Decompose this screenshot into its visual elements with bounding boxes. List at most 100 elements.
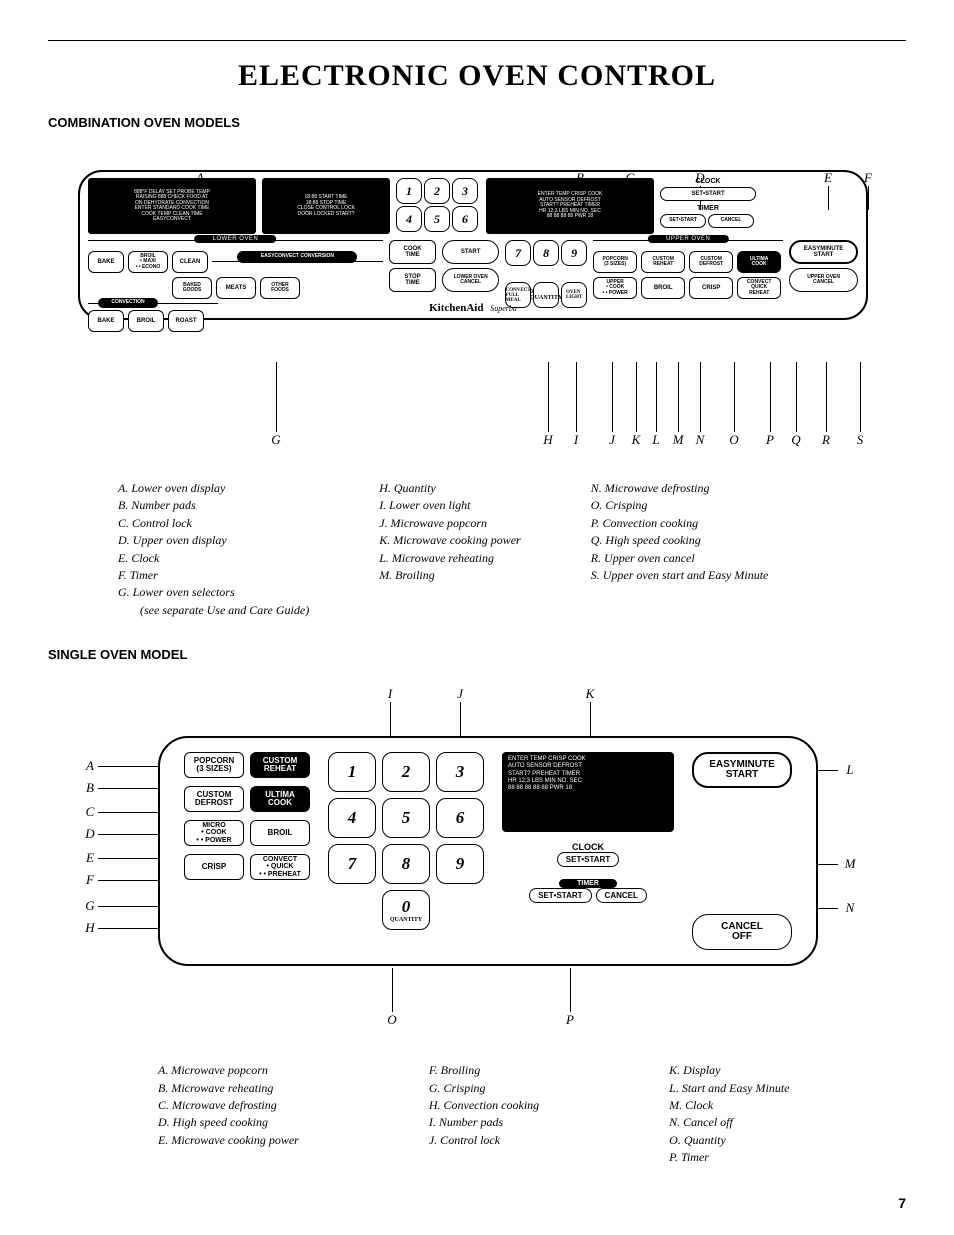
zero-quantity-button[interactable]: 0 QUANTITY — [382, 890, 430, 930]
custom-reheat-button[interactable]: CUSTOMREHEAT — [641, 251, 685, 273]
legend-item: N. Microwave defrosting — [591, 480, 769, 497]
zero-qty-button[interactable]: 0QUANTITY — [533, 282, 559, 308]
key-1[interactable]: 1 — [328, 752, 376, 792]
legend-item: L. Start and Easy Minute — [669, 1080, 789, 1097]
baked-goods-button[interactable]: BAKEDGOODS — [172, 277, 212, 299]
clean-button[interactable]: CLEAN — [172, 251, 208, 273]
timer-set-button[interactable]: SET•START — [660, 214, 706, 228]
ultima-cook-button[interactable]: ULTIMACOOK — [250, 786, 310, 812]
key-3[interactable]: 3 — [436, 752, 484, 792]
timer-set-button[interactable]: SET•START — [529, 888, 591, 903]
timer-label: TIMER — [559, 879, 617, 888]
broil-button[interactable]: BROIL — [250, 820, 310, 846]
conv-broil-button[interactable]: BROIL — [128, 310, 164, 332]
clock-set-button[interactable]: SET•START — [557, 852, 619, 867]
ultima-cook-button[interactable]: ULTIMACOOK — [737, 251, 781, 273]
key-5[interactable]: 5 — [424, 206, 450, 232]
legend-item: C. Microwave defrosting — [158, 1097, 299, 1114]
single-heading: SINGLE OVEN MODEL — [48, 647, 906, 662]
key-3[interactable]: 3 — [452, 178, 478, 204]
key-5[interactable]: 5 — [382, 798, 430, 838]
upper-cancel-button[interactable]: UPPER OVENCANCEL — [789, 268, 858, 292]
key-7[interactable]: 7 — [505, 240, 531, 266]
upper-power-button[interactable]: UPPER• COOK• • POWER — [593, 277, 637, 299]
legend-item: O. Quantity — [669, 1132, 789, 1149]
legend-col-1: A. Lower oven display B. Number pads C. … — [118, 480, 309, 619]
upper-display: ENTER TEMP CRISP COOKAUTO SENSOR DEFROST… — [486, 178, 654, 234]
leader — [276, 362, 277, 432]
key-9[interactable]: 9 — [436, 844, 484, 884]
conv-bake-button[interactable]: BAKE — [88, 310, 124, 332]
lower-label: LOWER OVEN — [195, 235, 277, 243]
easymin-start-button[interactable]: EASYMINUTESTART — [789, 240, 858, 264]
key-2[interactable]: 2 — [382, 752, 430, 792]
leader — [390, 702, 391, 736]
key-1[interactable]: 1 — [396, 178, 422, 204]
legend-item: K. Display — [669, 1062, 789, 1079]
custom-defrost-button[interactable]: CUSTOMDEFROST — [689, 251, 733, 273]
single-legend: A. Microwave popcorn B. Microwave reheat… — [158, 1062, 906, 1166]
key-4[interactable]: 4 — [396, 206, 422, 232]
combo-diagram: A B C D E F 888°F DELAY SET PROBE TEMPRA… — [48, 170, 906, 470]
clock-set-button[interactable]: SET•START — [660, 187, 756, 201]
legend-col-3: N. Microwave defrosting O. Crisping P. C… — [591, 480, 769, 619]
callout-R: R — [814, 432, 838, 448]
legend-item: I. Number pads — [429, 1114, 539, 1131]
key-4[interactable]: 4 — [328, 798, 376, 838]
conv-roast-button[interactable]: ROAST — [168, 310, 204, 332]
cook-time-button[interactable]: COOKTIME — [389, 240, 436, 264]
page-title: ELECTRONIC OVEN CONTROL — [48, 59, 906, 93]
lower-display-1: 888°F DELAY SET PROBE TEMPRAISING 888 CH… — [88, 178, 256, 234]
page-number: 7 — [898, 1195, 906, 1211]
key-7[interactable]: 7 — [328, 844, 376, 884]
clock-block: CLOCK SET•START — [502, 842, 674, 867]
leader — [570, 968, 571, 1012]
legend-item: A. Microwave popcorn — [158, 1062, 299, 1079]
timer-cancel-button[interactable]: CANCEL — [596, 888, 647, 903]
crisp-button[interactable]: CRISP — [184, 854, 244, 880]
key-8[interactable]: 8 — [533, 240, 559, 266]
callout-P2: P — [558, 1012, 582, 1028]
legend-item: B. Number pads — [118, 497, 309, 514]
bake-button[interactable]: BAKE — [88, 251, 124, 273]
convect-reheat-button[interactable]: CONVECTQUICKREHEAT — [737, 277, 781, 299]
legend-item: M. Broiling — [379, 567, 521, 584]
key-6[interactable]: 6 — [436, 798, 484, 838]
number-pad: 1 2 3 4 5 6 — [396, 178, 480, 234]
custom-defrost-button[interactable]: CUSTOMDEFROST — [184, 786, 244, 812]
other-foods-button[interactable]: OTHERFOODS — [260, 277, 300, 299]
lower-cancel-button[interactable]: LOWER OVENCANCEL — [442, 268, 499, 292]
leader — [796, 362, 797, 432]
oven-light-button[interactable]: OVENLIGHT — [561, 282, 587, 308]
custom-reheat-button[interactable]: CUSTOMREHEAT — [250, 752, 310, 778]
easy-start-button[interactable]: EASYMINUTESTART — [692, 752, 792, 788]
key-9[interactable]: 9 — [561, 240, 587, 266]
popcorn-button[interactable]: POPCORN(3 SIZES) — [593, 251, 637, 273]
legend-col-2: H. Quantity I. Lower oven light J. Micro… — [379, 480, 521, 619]
leader — [770, 362, 771, 432]
cancel-off-button[interactable]: CANCELOFF — [692, 914, 792, 950]
broil-button[interactable]: BROIL• MAXI• • ECONO — [128, 251, 168, 273]
legend-col-1: A. Microwave popcorn B. Microwave reheat… — [158, 1062, 299, 1166]
start-button[interactable]: START — [442, 240, 499, 264]
key-8[interactable]: 8 — [382, 844, 430, 884]
combo-legend: A. Lower oven display B. Number pads C. … — [118, 480, 906, 619]
meats-button[interactable]: MEATS — [216, 277, 256, 299]
key-2[interactable]: 2 — [424, 178, 450, 204]
timer-cancel-button[interactable]: CANCEL — [708, 214, 754, 228]
crisp-button[interactable]: CRISP — [689, 277, 733, 299]
legend-item: P. Timer — [669, 1149, 789, 1166]
micro-power-button[interactable]: MICRO• COOK• • POWER — [184, 820, 244, 846]
legend-item: N. Cancel off — [669, 1114, 789, 1131]
legend-item: M. Clock — [669, 1097, 789, 1114]
callout-J2: J — [448, 686, 472, 702]
popcorn-button[interactable]: POPCORN(3 SIZES) — [184, 752, 244, 778]
legend-item: F. Timer — [118, 567, 309, 584]
easyconvect-label: EASYCONVECT CONVERSION — [237, 251, 357, 263]
key-6[interactable]: 6 — [452, 206, 478, 232]
stop-time-button[interactable]: STOPTIME — [389, 268, 436, 292]
convect-preheat-button[interactable]: CONVECT• QUICK• • PREHEAT — [250, 854, 310, 880]
callout-J: J — [600, 432, 624, 448]
upper-broil-button[interactable]: BROIL — [641, 277, 685, 299]
callout-M: M — [666, 432, 690, 448]
